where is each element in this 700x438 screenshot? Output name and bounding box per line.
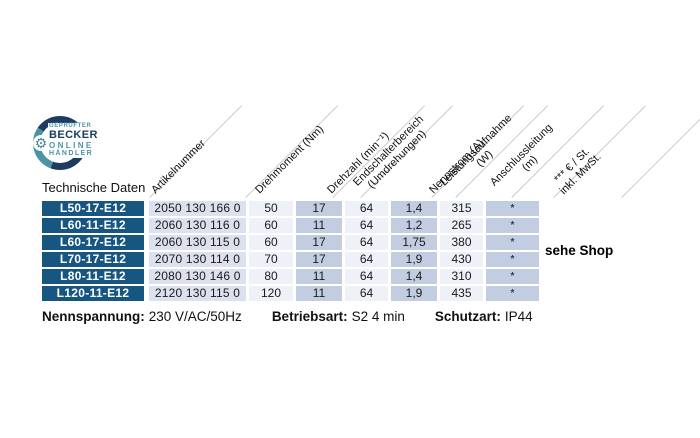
cell-anschlussleitung: * [486, 269, 539, 284]
cell-anschlussleitung: * [486, 218, 539, 233]
table-row: L50-17-E12 2050 130 166 0 50 17 64 1,4 315 * [42, 201, 539, 216]
cell-drehzahl: 11 [296, 286, 342, 301]
cell-drehzahl: 17 [296, 252, 342, 267]
cell-model: L70-17-E12 [42, 252, 144, 267]
cell-drehzahl: 11 [296, 269, 342, 284]
cell-endschalterbereich: 64 [345, 218, 388, 233]
cell-leistungsaufnahme: 315 [440, 201, 483, 216]
cell-nennstrom: 1,4 [391, 201, 437, 216]
cell-endschalterbereich: 64 [345, 235, 388, 250]
spec-label: Betriebsart: [271, 309, 348, 324]
spec-value: IP44 [504, 309, 533, 324]
table-row: L70-17-E12 2070 130 114 0 70 17 64 1,9 430 * [42, 252, 539, 267]
cell-artikelnummer: 2120 130 115 0 [149, 286, 246, 301]
spec-nennspannung: Nennspannung: 230 V/AC/50Hz [42, 309, 242, 324]
cell-leistungsaufnahme: 435 [440, 286, 483, 301]
badge-line-becker: BECKER [48, 129, 99, 141]
badge-line-online: ONLINE [48, 141, 99, 150]
badge-line-händler: HÄNDLER [48, 150, 99, 158]
spec-betriebsart: Betriebsart: S2 4 min [272, 309, 405, 324]
table-row: L60-11-E12 2060 130 116 0 60 11 64 1,2 265 * [42, 218, 539, 233]
table-row: L80-11-E12 2080 130 146 0 80 11 64 1,4 310 * [42, 269, 539, 284]
cell-anschlussleitung: * [486, 252, 539, 267]
cell-model: L60-17-E12 [42, 235, 144, 250]
cell-drehmoment: 60 [249, 218, 293, 233]
price-note: sehe Shop [545, 243, 614, 258]
section-label: Technische Daten [42, 180, 146, 195]
cell-drehmoment: 80 [249, 269, 293, 284]
header-divider-line [621, 105, 700, 198]
table-row: L120-11-E12 2120 130 115 0 120 11 64 1,9 435 * [42, 286, 539, 301]
cell-artikelnummer: 2060 130 115 0 [149, 235, 246, 250]
column-header-artikelnummer: Artikelnummer [149, 137, 208, 197]
cell-anschlussleitung: * [486, 201, 539, 216]
cell-artikelnummer: 2060 130 116 0 [149, 218, 246, 233]
cell-leistungsaufnahme: 430 [440, 252, 483, 267]
cell-anschlussleitung: * [486, 235, 539, 250]
cell-endschalterbereich: 64 [345, 252, 388, 267]
cell-drehmoment: 120 [249, 286, 293, 301]
cell-anschlussleitung: * [486, 286, 539, 301]
footer-specs: Nennspannung: 230 V/AC/50Hz Betriebsart: S… [42, 309, 533, 324]
cell-drehmoment: 60 [249, 235, 293, 250]
cell-nennstrom: 1,2 [391, 218, 437, 233]
gear-icon: ⚙ [33, 135, 49, 151]
cell-artikelnummer: 2070 130 114 0 [149, 252, 246, 267]
cell-artikelnummer: 2050 130 166 0 [149, 201, 246, 216]
cell-nennstrom: 1,4 [391, 269, 437, 284]
becker-dealer-badge: ⚙ GEPRÜFTER BECKER ONLINE HÄNDLER [33, 116, 99, 172]
cell-leistungsaufnahme: 310 [440, 269, 483, 284]
cell-drehzahl: 17 [296, 201, 342, 216]
spec-label: Nennspannung: [42, 309, 145, 324]
cell-endschalterbereich: 64 [345, 286, 388, 301]
table-body: L50-17-E12 2050 130 166 0 50 17 64 1,4 315 * L60… [42, 201, 539, 303]
table-row: L60-17-E12 2060 130 115 0 60 17 64 1,75 380 * [42, 235, 539, 250]
cell-drehzahl: 17 [296, 235, 342, 250]
cell-model: L80-11-E12 [42, 269, 144, 284]
cell-nennstrom: 1,9 [391, 286, 437, 301]
cell-leistungsaufnahme: 265 [440, 218, 483, 233]
cell-nennstrom: 1,9 [391, 252, 437, 267]
spec-value: S2 4 min [351, 309, 405, 324]
cell-artikelnummer: 2080 130 146 0 [149, 269, 246, 284]
cell-endschalterbereich: 64 [345, 269, 388, 284]
cell-drehmoment: 50 [249, 201, 293, 216]
column-header-drehmoment: Drehmoment (Nm) [253, 123, 327, 197]
cell-model: L50-17-E12 [42, 201, 144, 216]
spec-label: Schutzart: [434, 309, 501, 324]
cell-leistungsaufnahme: 380 [440, 235, 483, 250]
cell-endschalterbereich: 64 [345, 201, 388, 216]
cell-drehmoment: 70 [249, 252, 293, 267]
spec-schutzart: Schutzart: IP44 [435, 309, 533, 324]
badge-text: GEPRÜFTER BECKER ONLINE HÄNDLER [48, 123, 99, 158]
badge-line-geprüfter: GEPRÜFTER [48, 123, 99, 130]
cell-nennstrom: 1,75 [391, 235, 437, 250]
cell-model: L120-11-E12 [42, 286, 144, 301]
cell-model: L60-11-E12 [42, 218, 144, 233]
cell-drehzahl: 11 [296, 218, 342, 233]
spec-value: 230 V/AC/50Hz [148, 309, 242, 324]
